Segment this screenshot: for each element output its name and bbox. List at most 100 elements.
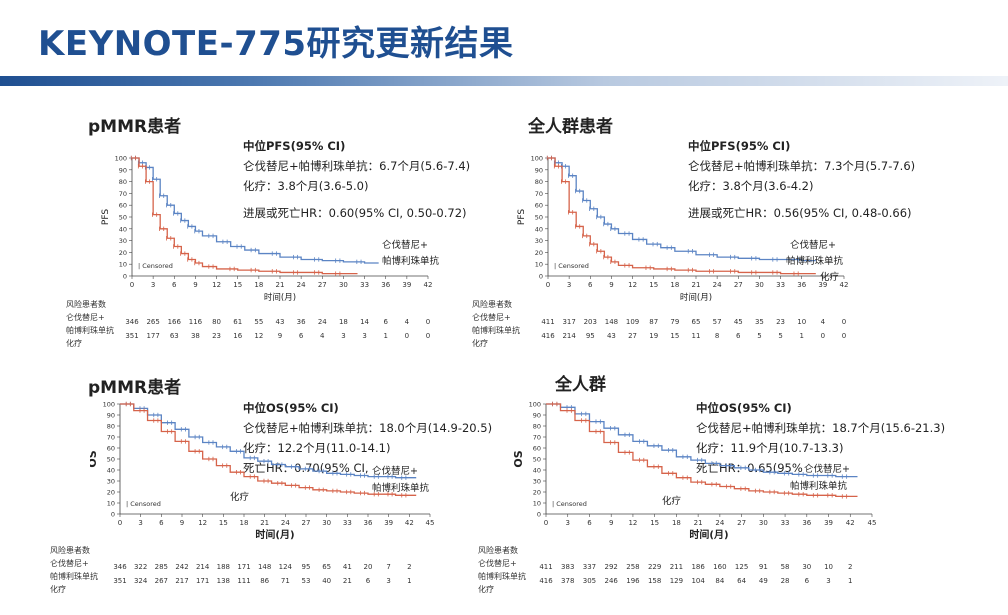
page-title: KEYNOTE-775研究更新结果: [38, 24, 514, 64]
risk-row-label: 化疗: [66, 339, 82, 348]
risk-count: 346: [113, 563, 127, 571]
risk-count: 196: [626, 577, 640, 585]
x-tick-label: 42: [846, 519, 855, 527]
risk-count: 383: [561, 563, 575, 571]
y-tick-label: 40: [533, 467, 541, 475]
risk-count: 24: [317, 318, 327, 326]
x-axis-label: 时间(月): [255, 528, 294, 541]
risk-count: 86: [260, 577, 270, 585]
risk-count: 246: [604, 577, 618, 585]
x-tick-label: 33: [360, 281, 369, 289]
x-tick-label: 39: [402, 281, 411, 289]
x-tick-label: 30: [755, 281, 764, 289]
risk-count: 3: [386, 577, 391, 585]
x-tick-label: 9: [193, 281, 197, 289]
y-tick-label: 80: [119, 178, 127, 186]
x-tick-label: 0: [130, 281, 134, 289]
y-tick-label: 10: [535, 261, 543, 269]
risk-count: 6: [736, 332, 741, 340]
risk-count: 411: [541, 318, 555, 326]
risk-count: 1: [407, 577, 412, 585]
hazard-ratio: 进展或死亡HR：0.60(95% CI, 0.50-0.72): [243, 206, 467, 220]
risk-row-label: 帕博利珠单抗: [472, 326, 520, 335]
risk-count: 36: [296, 318, 306, 326]
risk-count: 61: [233, 318, 243, 326]
risk-count: 214: [562, 332, 576, 340]
risk-count: 129: [669, 577, 684, 585]
y-tick-label: 70: [119, 190, 127, 198]
y-tick-label: 90: [533, 412, 541, 420]
risk-count: 19: [649, 332, 659, 340]
risk-row-label: 仑伐替尼+: [478, 559, 517, 568]
risk-count: 124: [278, 563, 293, 571]
risk-count: 35: [754, 318, 764, 326]
x-tick-label: 0: [118, 519, 122, 527]
series-label: 仑伐替尼+: [382, 239, 428, 251]
x-tick-label: 21: [260, 519, 269, 527]
risk-count: 351: [125, 332, 139, 340]
risk-count: 166: [167, 318, 181, 326]
risk-count: 14: [360, 318, 370, 326]
risk-count: 4: [320, 332, 325, 340]
y-tick-label: 20: [107, 489, 115, 497]
x-tick-label: 15: [650, 519, 659, 527]
risk-count: 411: [539, 563, 553, 571]
risk-count: 10: [824, 563, 833, 571]
risk-count: 258: [626, 563, 640, 571]
risk-count: 138: [216, 577, 231, 585]
censored-legend: | Censored: [138, 262, 173, 270]
y-tick-label: 100: [115, 155, 127, 163]
header-gradient-bar: [0, 76, 1008, 86]
risk-count: 95: [585, 332, 595, 340]
risk-count: 346: [125, 318, 139, 326]
risk-count: 6: [298, 332, 304, 340]
y-tick-label: 60: [119, 202, 127, 210]
risk-count: 242: [175, 563, 189, 571]
risk-count: 6: [804, 577, 810, 585]
x-tick-label: 39: [384, 519, 393, 527]
risk-count: 322: [133, 563, 148, 571]
series-label: 化疗: [230, 491, 250, 503]
risk-row-label: 帕博利珠单抗: [66, 326, 114, 335]
risk-count: 45: [733, 318, 743, 326]
risk-count: 3: [341, 332, 346, 340]
series-label: 仑伐替尼+: [804, 463, 850, 475]
risk-count: 11: [691, 332, 701, 340]
y-tick-label: 20: [535, 249, 543, 257]
risk-row-label: 化疗: [50, 585, 66, 594]
risk-count: 28: [780, 577, 790, 585]
risk-count: 87: [649, 318, 659, 326]
y-tick-label: 80: [107, 423, 115, 431]
y-tick-label: 50: [535, 214, 543, 222]
x-tick-label: 42: [405, 519, 414, 527]
risk-count: 65: [691, 318, 701, 326]
x-tick-label: 0: [544, 519, 548, 527]
risk-count: 0: [425, 318, 431, 326]
risk-count: 111: [237, 577, 251, 585]
risk-count: 4: [820, 318, 826, 326]
risk-row-label: 帕博利珠单抗: [478, 572, 526, 581]
y-tick-label: 60: [535, 202, 543, 210]
panel-title: 全人群患者: [528, 117, 613, 137]
risk-count: 305: [582, 577, 597, 585]
risk-count: 9: [277, 332, 283, 340]
risk-count: 5: [757, 332, 762, 340]
risk-count: 91: [758, 563, 768, 571]
risk-count: 7: [386, 563, 391, 571]
risk-count: 217: [175, 577, 189, 585]
y-tick-label: 70: [535, 190, 543, 198]
risk-header: 风险患者数: [478, 546, 518, 555]
risk-count: 43: [606, 332, 616, 340]
x-tick-label: 18: [672, 519, 681, 527]
risk-count: 324: [133, 577, 148, 585]
x-tick-label: 30: [322, 519, 331, 527]
risk-count: 2: [848, 563, 853, 571]
risk-count: 109: [625, 318, 640, 326]
risk-count: 53: [301, 577, 311, 585]
risk-count: 0: [841, 318, 847, 326]
risk-count: 351: [113, 577, 127, 585]
series-label: 仑伐替尼+: [790, 239, 836, 251]
median-line: 化疗：12.2个月(11.0-14.1): [243, 441, 391, 455]
